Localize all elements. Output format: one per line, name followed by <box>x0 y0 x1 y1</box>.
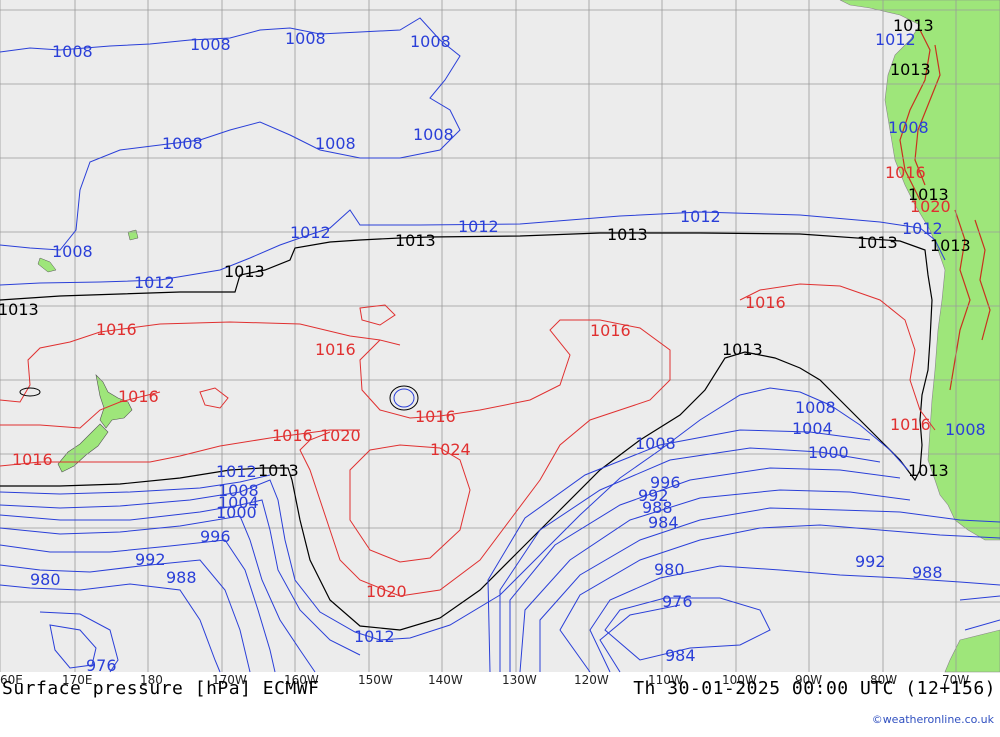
isobar-label: 1008 <box>315 134 356 153</box>
lat-lon-grid <box>0 0 1000 672</box>
longitude-label: 100W <box>722 673 757 687</box>
isobar-label: 1008 <box>795 398 836 417</box>
isobar-label: 992 <box>135 550 166 569</box>
isobar-label: 1004 <box>792 419 833 438</box>
isobar-label: 1008 <box>413 125 454 144</box>
andes-terrain-contours <box>899 29 991 391</box>
isobar-label: 988 <box>166 568 197 587</box>
isobar-label: 976 <box>662 592 693 611</box>
antarctic-peninsula-land <box>944 629 1000 673</box>
longitude-label: 180 <box>140 673 163 687</box>
longitude-label: 70W <box>942 673 969 687</box>
longitude-label: 60E <box>0 673 23 687</box>
isobar-label: 1013 <box>890 60 931 79</box>
valid-time: Th 30-01-2025 00:00 UTC (12+156) <box>633 678 996 699</box>
isobar-label: 996 <box>200 527 231 546</box>
low-pressure-isobars <box>0 17 1000 673</box>
isobar-label: 1016 <box>885 163 926 182</box>
isobar-label: 1012 <box>680 207 721 226</box>
isobar-label: 1016 <box>12 450 53 469</box>
isobar-label: 1016 <box>890 415 931 434</box>
isobar-label: 1013 <box>908 185 949 204</box>
isobar-label: 1000 <box>216 503 257 522</box>
pacific-island <box>127 229 139 241</box>
isobar-label: 1008 <box>162 134 203 153</box>
land-masses <box>37 0 1000 673</box>
isobar-label: 1013 <box>395 231 436 250</box>
longitude-label: 110W <box>648 673 683 687</box>
map-title: Surface pressure [hPa] ECMWF <box>2 678 320 699</box>
isobar-label: 980 <box>654 560 685 579</box>
pacific-island <box>37 257 57 273</box>
ocean-area <box>0 0 1000 672</box>
longitude-labels: 60E 170E 180 170W 160W 150W 140W 130W 120W 110W 10… <box>0 673 969 687</box>
site-credit[interactable]: ©weatheronline.co.uk <box>871 713 994 726</box>
longitude-label: 90W <box>795 673 822 687</box>
isobar-label: 1008 <box>218 481 259 500</box>
isobar-label: 1016 <box>415 407 456 426</box>
isobar-label: 996 <box>650 473 681 492</box>
high-pressure-isobars <box>0 283 936 597</box>
isobar-label: 1008 <box>285 29 326 48</box>
isobar-label: 1013 <box>722 340 763 359</box>
isobar-label: 1016 <box>272 426 313 445</box>
isobar-label: 1000 <box>808 443 849 462</box>
isobar-label: 1020 <box>320 426 361 445</box>
isobar-label: 1012 <box>354 627 395 646</box>
isobar-label: 976 <box>86 656 117 675</box>
isobar-labels: 1008 1008 1008 1008 1008 1008 1008 1008 … <box>0 16 986 675</box>
isobar-label: 980 <box>30 570 61 589</box>
isobar-label: 1012 <box>458 217 499 236</box>
isobar-label: 1008 <box>190 35 231 54</box>
isobar-label: 1016 <box>118 387 159 406</box>
isobar-label: 1016 <box>745 293 786 312</box>
isobar-label: 992 <box>638 486 669 505</box>
isobar-label: 1016 <box>590 321 631 340</box>
isobar-label: 1008 <box>52 242 93 261</box>
isobar-label: 1004 <box>218 493 259 512</box>
isobar-label: 1012 <box>875 30 916 49</box>
isobar-label: 1013 <box>908 461 949 480</box>
isobar-label: 1008 <box>888 118 929 137</box>
isobar-label: 1013 <box>258 461 299 480</box>
isobar-label: 1016 <box>315 340 356 359</box>
isobar-label: 1013 <box>857 233 898 252</box>
longitude-label: 160W <box>284 673 319 687</box>
isobar-label: 1016 <box>96 320 137 339</box>
longitude-label: 170W <box>212 673 247 687</box>
isobar-label: 1024 <box>430 440 471 459</box>
longitude-label: 80W <box>870 673 897 687</box>
longitude-label: 120W <box>574 673 609 687</box>
isobar-label: 1020 <box>366 582 407 601</box>
isobar-label: 1008 <box>945 420 986 439</box>
isobar-label: 1012 <box>902 219 943 238</box>
isobar-label: 984 <box>665 646 696 665</box>
isobar-label: 1008 <box>410 32 451 51</box>
south-america-land <box>839 0 1000 541</box>
longitude-label: 130W <box>502 673 537 687</box>
longitude-label: 140W <box>428 673 463 687</box>
new-zealand-south-island <box>57 423 109 473</box>
isobar-label: 1012 <box>134 273 175 292</box>
isobar-label: 992 <box>855 552 886 571</box>
isobar-label: 1013 <box>224 262 265 281</box>
isobar-label: 1013 <box>930 236 971 255</box>
isobar-label: 1012 <box>216 462 257 481</box>
longitude-label: 150W <box>358 673 393 687</box>
isobar-label: 988 <box>642 498 673 517</box>
isobar-label: 1013 <box>607 225 648 244</box>
longitude-label: 170E <box>62 673 93 687</box>
isobar-label: 1008 <box>635 434 676 453</box>
small-islands <box>19 385 419 411</box>
isobar-label: 1020 <box>910 197 951 216</box>
isobar-label: 988 <box>912 563 943 582</box>
isobar-label: 1013 <box>0 300 39 319</box>
isobar-label: 1013 <box>893 16 934 35</box>
isobar-label: 984 <box>648 513 679 532</box>
isobar-label: 1008 <box>52 42 93 61</box>
isobar-label: 1012 <box>290 223 331 242</box>
